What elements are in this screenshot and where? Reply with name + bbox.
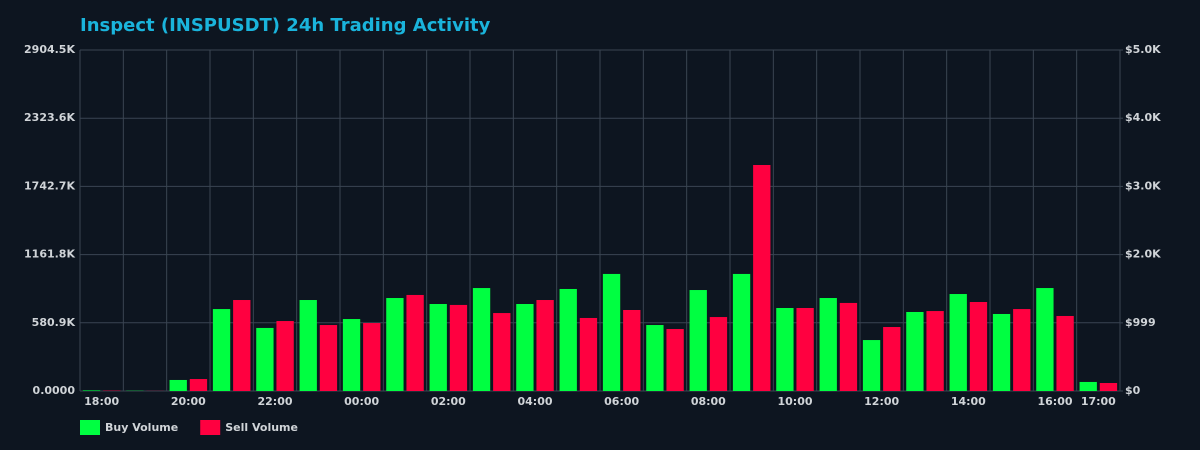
x-tick-label: 12:00 — [864, 395, 899, 408]
bar — [969, 302, 988, 391]
bar — [839, 302, 858, 391]
legend-label: Sell Volume — [225, 421, 298, 434]
bar — [1036, 288, 1054, 391]
bar — [212, 309, 231, 391]
bar — [646, 325, 664, 391]
bar — [319, 325, 338, 391]
bar — [732, 273, 751, 391]
chart-title: Inspect (INSPUSDT) 24h Trading Activity — [80, 15, 491, 36]
bar — [862, 340, 881, 391]
bar — [189, 379, 208, 391]
bar — [753, 164, 771, 391]
y2-tick-label: $5.0K — [1125, 43, 1161, 56]
bar — [559, 288, 577, 391]
bar — [926, 311, 944, 391]
x-tick-label: 02:00 — [431, 395, 466, 408]
y2-tick-label: $3.0K — [1125, 179, 1161, 192]
x-tick-label: 18:00 — [84, 395, 119, 408]
bar — [406, 294, 424, 391]
y2-tick-label: $2.0K — [1125, 248, 1161, 261]
x-tick-label: 08:00 — [691, 395, 726, 408]
x-tick-label: 00:00 — [344, 395, 379, 408]
x-tick-label: 20:00 — [171, 395, 206, 408]
bar — [472, 288, 491, 391]
bar — [276, 321, 294, 391]
y-tick-label: 2323.6K — [24, 111, 75, 124]
x-tick-label: 17:00 — [1081, 395, 1116, 408]
bar — [602, 273, 621, 391]
bar — [906, 311, 924, 391]
bar — [169, 379, 187, 391]
bar — [883, 327, 901, 391]
y-tick-label: 1161.8K — [24, 248, 75, 261]
legend-swatch — [200, 420, 221, 435]
bar — [992, 313, 1011, 391]
y-tick-label: 0.0000 — [33, 384, 76, 397]
bar — [493, 313, 511, 391]
bar — [82, 390, 101, 391]
bar — [689, 290, 707, 391]
x-tick-label: 14:00 — [951, 395, 986, 408]
bar — [796, 307, 814, 391]
bar — [233, 300, 251, 391]
legend-swatch — [80, 420, 100, 435]
bar — [386, 298, 404, 391]
bar — [299, 300, 317, 391]
bar — [1013, 309, 1031, 391]
bar — [449, 304, 468, 391]
bar — [363, 323, 381, 391]
x-tick-label: 16:00 — [1037, 395, 1072, 408]
bar — [949, 294, 967, 391]
y2-tick-label: $999 — [1125, 316, 1156, 329]
bar — [536, 300, 554, 391]
bar — [429, 304, 447, 391]
bar — [1099, 383, 1118, 391]
bar — [579, 317, 598, 391]
y-tick-label: 2904.5K — [24, 43, 75, 56]
x-tick-label: 06:00 — [604, 395, 639, 408]
bar — [516, 304, 534, 391]
bar — [776, 307, 794, 391]
bar — [256, 327, 274, 391]
y-tick-label: 580.9K — [32, 316, 76, 329]
bar — [666, 329, 684, 391]
bar — [342, 319, 361, 391]
x-tick-label: 04:00 — [517, 395, 552, 408]
y-tick-label: 1742.7K — [24, 179, 75, 192]
bar — [623, 309, 641, 391]
legend-label: Buy Volume — [105, 421, 178, 434]
x-tick-label: 10:00 — [777, 395, 812, 408]
x-tick-label: 22:00 — [257, 395, 292, 408]
bar — [1079, 381, 1097, 391]
y2-tick-label: $4.0K — [1125, 111, 1161, 124]
y2-tick-label: $0 — [1125, 384, 1141, 397]
bar — [1056, 315, 1074, 391]
bar — [709, 317, 728, 391]
bar — [819, 298, 837, 391]
